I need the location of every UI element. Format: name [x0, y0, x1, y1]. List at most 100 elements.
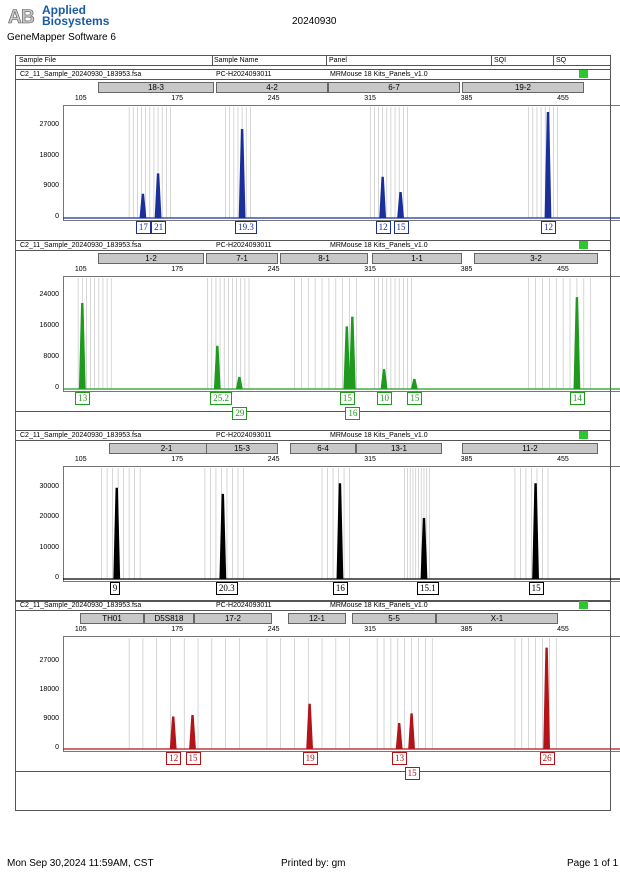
marker-bar[interactable]: 13-1 — [356, 443, 442, 454]
x-tick-label: 105 — [74, 456, 87, 463]
allele-label[interactable]: 13 — [392, 752, 408, 765]
marker-bar[interactable]: 4-2 — [216, 82, 328, 93]
column-divider — [553, 56, 554, 65]
page-number: Page 1 of 1 — [567, 858, 619, 869]
peak — [113, 487, 121, 580]
peak — [543, 647, 551, 750]
x-tick-label: 385 — [460, 266, 473, 273]
peak — [306, 703, 314, 750]
peak — [408, 713, 416, 750]
electropherogram-plot — [63, 105, 620, 221]
electropherogram-panel: C2_11_Sample_20240930_183953.fsa PC-H2024… — [15, 430, 620, 602]
sample-file: C2_11_Sample_20240930_183953.fsa — [20, 71, 142, 78]
sample-info-row: C2_11_Sample_20240930_183953.fsa PC-H2024… — [16, 241, 610, 251]
peak — [544, 112, 552, 219]
x-tick-label: 105 — [74, 626, 87, 633]
marker-bar[interactable]: 6-4 — [290, 443, 356, 454]
allele-label[interactable]: 15 — [185, 752, 201, 765]
brand-line-2: Biosystems — [42, 14, 110, 28]
peak — [395, 722, 403, 750]
peak — [336, 483, 344, 580]
allele-label[interactable]: 29 — [232, 407, 248, 420]
marker-bar[interactable]: 3-2 — [474, 253, 598, 264]
allele-label[interactable]: 15 — [528, 582, 544, 595]
x-tick-label: 105 — [74, 95, 87, 102]
allele-label[interactable]: 12 — [540, 221, 556, 234]
peak — [139, 193, 147, 219]
allele-label[interactable]: 15.1 — [416, 582, 439, 595]
allele-label[interactable]: 16 — [345, 407, 361, 420]
allele-label[interactable]: 9 — [109, 582, 121, 595]
marker-bar[interactable]: 15-3 — [206, 443, 278, 454]
peak — [380, 369, 388, 390]
allele-label[interactable]: 15 — [339, 392, 355, 405]
allele-label[interactable]: 13 — [75, 392, 91, 405]
allele-label[interactable]: 14 — [569, 392, 585, 405]
x-tick-label: 315 — [364, 456, 376, 463]
peak — [420, 518, 428, 580]
allele-label[interactable]: 25.2 — [210, 392, 233, 405]
allele-label[interactable]: 19.3 — [235, 221, 257, 234]
x-tick-label: 245 — [267, 456, 280, 463]
peak — [573, 297, 581, 390]
plot-frame — [63, 636, 620, 752]
marker-bar[interactable]: 6-7 — [328, 82, 460, 93]
y-tick-label: 9000 — [43, 715, 59, 723]
allele-label[interactable]: 15 — [407, 392, 423, 405]
peak — [348, 316, 356, 390]
x-tick-label: 175 — [171, 95, 184, 102]
allele-label[interactable]: 17 — [135, 221, 151, 234]
allele-label[interactable]: 12 — [375, 221, 391, 234]
allele-label[interactable]: 15 — [393, 221, 409, 234]
x-tick-label: 385 — [460, 95, 473, 102]
allele-label[interactable]: 20.3 — [215, 582, 238, 595]
column-divider — [326, 56, 327, 65]
electropherogram-panel: C2_11_Sample_20240930_183953.fsa PC-H2024… — [15, 69, 620, 241]
run-id: 20240930 — [292, 16, 337, 27]
y-tick-label: 8000 — [43, 352, 59, 360]
software-name: GeneMapper Software 6 — [7, 32, 116, 43]
y-tick-label: 18000 — [39, 151, 59, 159]
marker-bar[interactable]: 1-2 — [98, 253, 204, 264]
panel-name: MRMouse 18 Kits_Panels_v1.0 — [330, 242, 428, 249]
y-tick-label: 20000 — [39, 513, 59, 521]
sample-info-row: C2_11_Sample_20240930_183953.fsa PC-H2024… — [16, 601, 610, 611]
marker-bar[interactable]: 8-1 — [280, 253, 368, 264]
x-tick-label: 315 — [364, 266, 376, 273]
column-divider — [212, 56, 213, 65]
column-sample-name: Sample Name — [214, 57, 259, 64]
allele-label[interactable]: 12 — [166, 752, 182, 765]
y-tick-label: 9000 — [43, 182, 59, 190]
panel-name: MRMouse 18 Kits_Panels_v1.0 — [330, 71, 428, 78]
marker-bar[interactable]: TH01 — [80, 613, 144, 624]
plot-frame — [63, 276, 620, 392]
y-tick-label: 0 — [55, 744, 59, 751]
allele-label[interactable]: 10 — [377, 392, 393, 405]
electropherogram-panel: C2_11_Sample_20240930_183953.fsa PC-H2024… — [15, 240, 620, 420]
marker-bar[interactable]: 7-1 — [206, 253, 278, 264]
marker-bar[interactable]: X-1 — [436, 613, 558, 624]
marker-bar[interactable]: 5-5 — [352, 613, 436, 624]
marker-bar[interactable]: 1-1 — [372, 253, 462, 264]
marker-bar[interactable]: 19-2 — [462, 82, 584, 93]
column-sq: SQ — [556, 57, 567, 64]
svg-text:B: B — [21, 7, 35, 27]
marker-bar[interactable]: 17-2 — [194, 613, 272, 624]
panel-name: MRMouse 18 Kits_Panels_v1.0 — [330, 432, 428, 439]
sample-info-row: C2_11_Sample_20240930_183953.fsa PC-H2024… — [16, 431, 610, 441]
column-divider — [491, 56, 492, 65]
marker-bar[interactable]: 12-1 — [288, 613, 346, 624]
allele-label[interactable]: 15 — [404, 767, 420, 780]
allele-label[interactable]: 16 — [332, 582, 348, 595]
sample-name: PC-H2024093011 — [216, 432, 272, 439]
marker-bar[interactable]: 11-2 — [462, 443, 598, 454]
peak — [213, 345, 221, 390]
x-tick-label: 175 — [171, 266, 184, 273]
marker-bar[interactable]: D5S818 — [144, 613, 194, 624]
allele-label[interactable]: 26 — [539, 752, 555, 765]
peak — [169, 716, 177, 750]
marker-bar[interactable]: 18-3 — [98, 82, 214, 93]
allele-label[interactable]: 21 — [151, 221, 167, 234]
allele-label[interactable]: 19 — [302, 752, 318, 765]
x-tick-label: 385 — [460, 456, 473, 463]
